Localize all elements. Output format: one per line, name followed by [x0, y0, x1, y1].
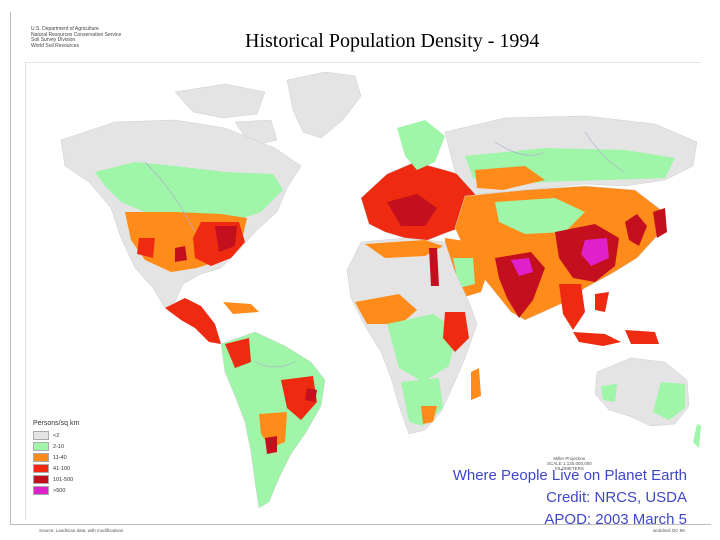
credit-date: APOD: 2003 March 5	[544, 511, 687, 528]
agency-line: U.S. Department of Agriculture	[31, 26, 99, 32]
legend-swatch	[33, 464, 49, 473]
credit-source: Credit: NRCS, USDA	[546, 489, 687, 506]
central-america	[165, 298, 221, 344]
na-sparse-zone	[95, 162, 283, 222]
china-very-dense	[581, 238, 609, 266]
legend-label: 41-100	[53, 465, 71, 472]
madagascar	[471, 368, 481, 400]
apod-credit-overlay: Where People Live on Planet Earth Credit…	[453, 465, 687, 531]
scandinavia	[397, 120, 445, 170]
north-africa-coast	[365, 240, 443, 258]
legend-item: 11-40	[33, 452, 93, 463]
map-title: Historical Population Density - 1994	[245, 30, 540, 52]
nile-valley	[429, 248, 439, 286]
new-zealand	[693, 424, 701, 448]
legend-item: >500	[33, 485, 93, 496]
legend-item: 41-100	[33, 463, 93, 474]
east-africa	[443, 312, 469, 352]
na-very-dense-zone	[175, 226, 237, 262]
legend-swatch	[33, 486, 49, 495]
corner-note: worldsoil OC 98	[653, 528, 685, 533]
central-asia-sparse	[495, 198, 585, 234]
map-legend: Persons/sq km <2 2-10 11-40 41-100 101-5…	[33, 420, 93, 496]
legend-label: 2-10	[53, 443, 65, 450]
legend-item: 101-500	[33, 474, 93, 485]
sa-dense-zone	[225, 338, 317, 420]
legend-title: Persons/sq km	[33, 420, 80, 427]
legend-label: <2	[53, 432, 60, 439]
legend-swatch	[33, 453, 49, 462]
indonesia	[573, 330, 659, 346]
legend-item: 2-10	[33, 441, 93, 452]
south-africa-dense	[421, 406, 437, 424]
map-sheet: U.S. Department of Agriculture Natural R…	[10, 12, 711, 533]
agency-line: World Soil Resources	[31, 42, 79, 49]
legend-swatch	[33, 475, 49, 484]
europe-very-dense-zone	[387, 194, 437, 226]
southeast-asia	[559, 284, 609, 330]
scale-unit: KILOMETERS	[554, 466, 584, 471]
agency-line: Natural Resources Conservation Service	[31, 31, 122, 38]
greenland-landmass	[286, 71, 362, 139]
agency-line: Soil Survey Division	[31, 37, 76, 43]
korea-japan	[625, 208, 667, 246]
river-lines	[144, 131, 626, 368]
russia-moderate-zone	[475, 166, 545, 190]
legend-swatch	[33, 442, 49, 451]
central-africa	[387, 314, 457, 382]
caribbean	[223, 302, 259, 314]
credit-caption: Where People Live on Planet Earth	[452, 467, 687, 484]
sa-very-dense-zone	[265, 388, 317, 454]
west-africa	[355, 294, 417, 324]
agency-block: U.S. Department of Agriculture Natural R…	[31, 26, 122, 49]
scale-block: Miller Projection SCALE 1:130,000,000 KI…	[547, 456, 592, 471]
india-dense	[495, 252, 545, 318]
scale-ratio: SCALE 1:130,000,000	[547, 461, 592, 466]
legend-label: 11-40	[53, 454, 67, 461]
legend-item: <2	[33, 430, 93, 441]
legend-label: >500	[53, 487, 66, 494]
world-population-map	[25, 62, 701, 520]
legend-swatch	[33, 431, 49, 440]
source-note: Source: Landscan data, with modification…	[39, 528, 124, 533]
australia-sparse	[601, 382, 685, 420]
projection-label: Miller Projection	[553, 456, 586, 461]
india-very-dense	[511, 258, 533, 276]
legend-label: 101-500	[53, 476, 74, 483]
